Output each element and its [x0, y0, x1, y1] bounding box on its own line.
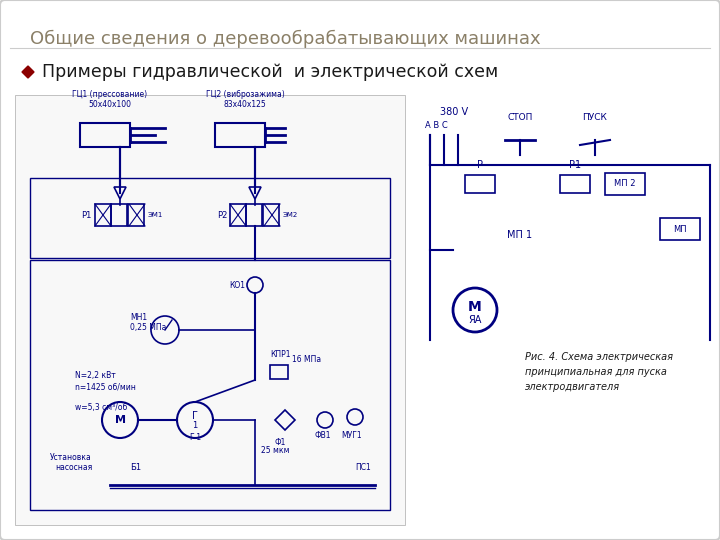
Bar — [215, 123, 265, 147]
Text: Г: Г — [192, 411, 198, 421]
Text: КПР1: КПР1 — [270, 350, 290, 359]
Bar — [15, 95, 405, 525]
Text: ЯА: ЯА — [468, 315, 482, 325]
Text: Б1: Б1 — [130, 463, 141, 472]
Text: Примеры гидравлической  и электрической схем: Примеры гидравлической и электрической с… — [42, 63, 498, 81]
Text: w=5,3 см³/об: w=5,3 см³/об — [75, 403, 127, 412]
Text: Р2: Р2 — [217, 211, 227, 219]
Text: N=2,2 кВт: N=2,2 кВт — [75, 371, 116, 380]
Text: n=1425 об/мин: n=1425 об/мин — [75, 383, 136, 392]
Bar — [111, 204, 127, 226]
Text: Установка: Установка — [50, 453, 91, 462]
Bar — [80, 123, 130, 147]
Text: электродвигателя: электродвигателя — [525, 382, 620, 392]
Bar — [30, 260, 390, 510]
Bar — [30, 178, 390, 258]
Bar — [263, 204, 279, 226]
Text: Р1: Р1 — [81, 211, 92, 219]
Text: МП 2: МП 2 — [614, 179, 636, 188]
Text: 83х40х125: 83х40х125 — [224, 100, 266, 109]
Text: Р1: Р1 — [569, 160, 581, 170]
Text: М: М — [114, 415, 125, 425]
Bar — [246, 204, 262, 226]
Text: A B C: A B C — [425, 121, 448, 130]
Text: 1: 1 — [192, 421, 197, 429]
Text: 0,25 МПа: 0,25 МПа — [130, 323, 166, 332]
Polygon shape — [22, 66, 34, 78]
Text: 50х40х100: 50х40х100 — [89, 100, 132, 109]
Text: Г-1: Г-1 — [189, 433, 201, 442]
Text: МУГ1: МУГ1 — [342, 431, 362, 440]
Text: МН1: МН1 — [130, 313, 147, 322]
Text: КО1: КО1 — [229, 280, 245, 289]
Text: Общие сведения о деревообрабатывающих машинах: Общие сведения о деревообрабатывающих ма… — [30, 30, 541, 48]
Text: Ф1: Ф1 — [274, 438, 286, 447]
Bar — [605, 173, 645, 195]
Text: насосная: насосная — [55, 463, 92, 472]
Text: принципиальная для пуска: принципиальная для пуска — [525, 367, 667, 377]
Bar — [128, 204, 144, 226]
Bar — [230, 204, 246, 226]
Text: 380 V: 380 V — [440, 107, 468, 117]
Text: ПС1: ПС1 — [355, 463, 371, 472]
Bar — [465, 175, 495, 193]
Text: Рис. 4. Схема электрическая: Рис. 4. Схема электрическая — [525, 352, 673, 362]
Text: МП 1: МП 1 — [508, 230, 533, 240]
Bar — [560, 175, 590, 193]
Text: МП: МП — [673, 225, 687, 233]
Text: СТОП: СТОП — [508, 113, 533, 122]
Text: М: М — [468, 300, 482, 314]
Bar — [660, 218, 700, 240]
Bar — [270, 365, 288, 379]
Text: ГЦ2 (виброзажима): ГЦ2 (виброзажима) — [206, 90, 284, 99]
Text: ЭМ2: ЭМ2 — [283, 212, 298, 218]
Bar — [95, 204, 111, 226]
Text: 16 МПа: 16 МПа — [292, 355, 321, 364]
Text: ПУСК: ПУСК — [582, 113, 608, 122]
Text: Р: Р — [477, 160, 483, 170]
Text: 25 мкм: 25 мкм — [261, 446, 289, 455]
Text: ГЦ1 (прессование): ГЦ1 (прессование) — [73, 90, 148, 99]
Text: ФВ1: ФВ1 — [315, 431, 331, 440]
Text: ЭМ1: ЭМ1 — [148, 212, 163, 218]
